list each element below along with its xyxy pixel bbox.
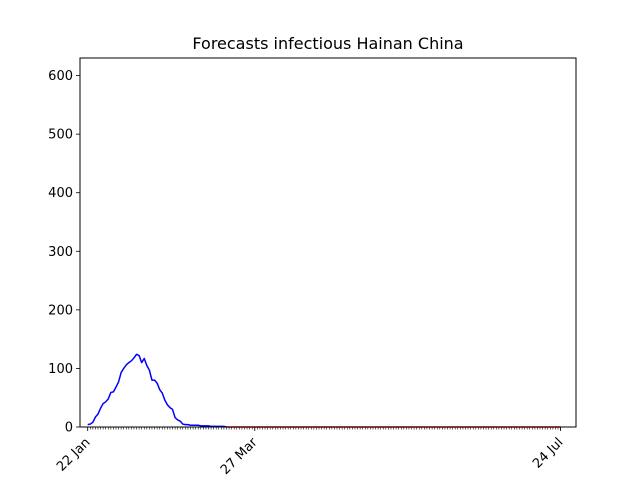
y-tick-label: 100 [48,362,73,377]
y-tick-label: 300 [48,245,73,260]
y-tick-label: 400 [48,186,73,201]
y-tick-label: 200 [48,303,73,318]
y-tick-label: 500 [48,128,73,143]
y-tick-label: 600 [48,69,73,84]
chart-title: Forecasts infectious Hainan China [192,34,463,53]
axes-frame [79,57,577,428]
y-tick-label: 0 [65,421,73,436]
series-line-observed [87,353,227,428]
